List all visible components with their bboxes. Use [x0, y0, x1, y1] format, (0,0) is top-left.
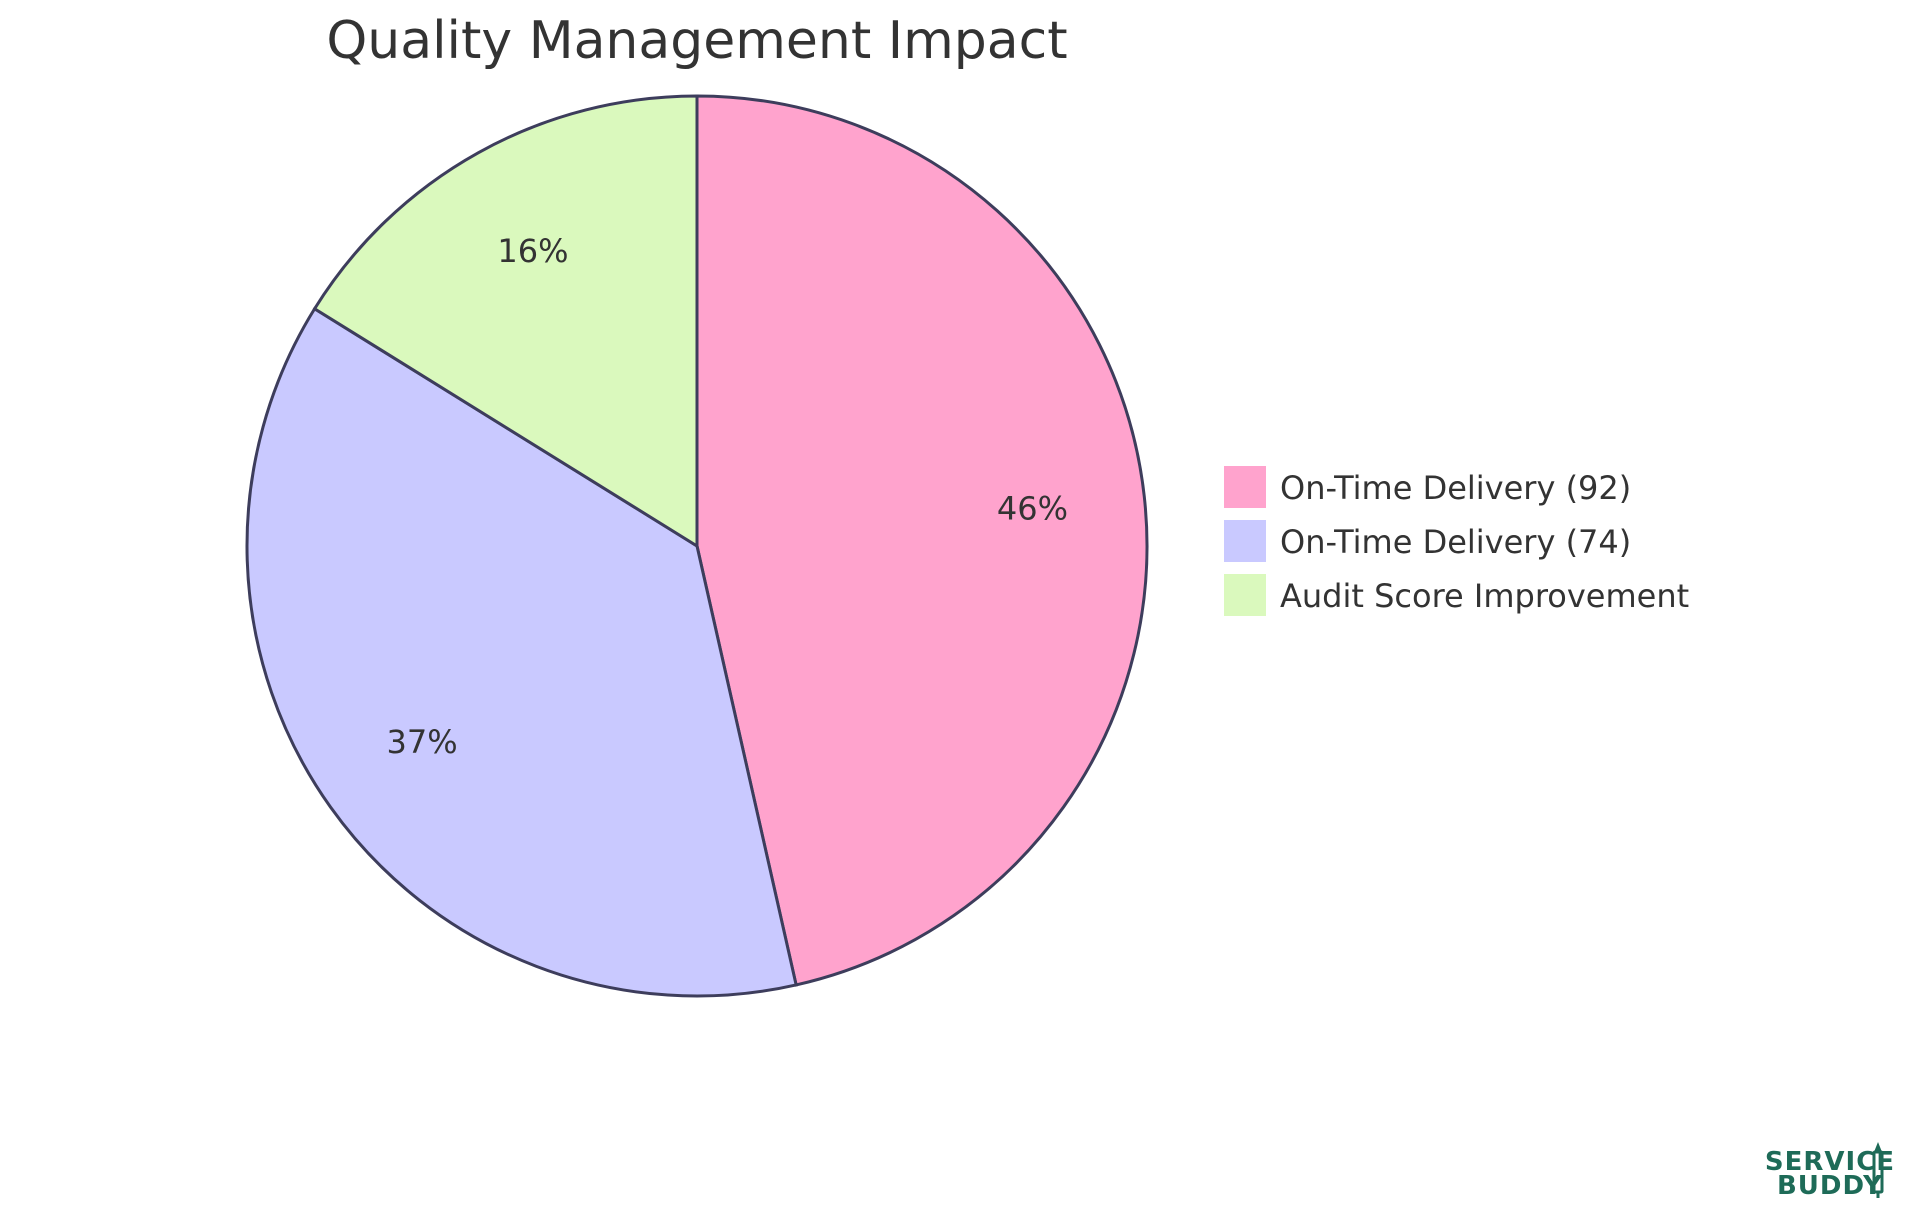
- legend-swatch-3: [1222, 572, 1268, 618]
- legend-label-3: Audit Score Improvement: [1280, 577, 1689, 615]
- pie-slice-2: [245, 306, 798, 998]
- pie-slice-3: [312, 94, 699, 549]
- chart-title: Quality Management Impact: [326, 11, 1067, 71]
- slice-percent-label-2: 37%: [387, 723, 458, 761]
- legend: On-Time Delivery (92) On-Time Delivery (7…: [1222, 464, 1689, 618]
- logo-line2: BUDDY: [1777, 1171, 1883, 1201]
- legend-swatch-1: [1222, 464, 1268, 510]
- service-buddy-logo: SERVICE BUDDY: [1765, 1142, 1894, 1201]
- legend-label-2: On-Time Delivery (74): [1280, 523, 1631, 561]
- pie-slices: [245, 94, 1149, 998]
- pie-slice-1: [695, 94, 1149, 987]
- pencil-icon: [1872, 1142, 1884, 1198]
- pie-slice-labels: 46% 37% 16%: [387, 232, 1068, 761]
- legend-swatch-2: [1222, 518, 1268, 564]
- slice-percent-label-3: 16%: [497, 232, 568, 270]
- legend-label-1: On-Time Delivery (92): [1280, 469, 1631, 507]
- slice-percent-label-1: 46%: [997, 490, 1068, 528]
